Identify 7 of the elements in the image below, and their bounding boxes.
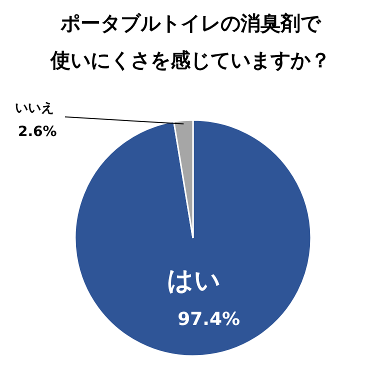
chart-subtitle: 使いにくさを感じていますか？ bbox=[50, 48, 330, 72]
data-label: 97.4% bbox=[178, 309, 240, 330]
data-label: 2.6% bbox=[18, 124, 57, 140]
pie-slice bbox=[74, 119, 312, 357]
slice-label: はい bbox=[166, 266, 221, 296]
chart-title: ポータブルトイレの消臭剤で bbox=[60, 11, 322, 35]
slice-label: いいえ bbox=[15, 100, 54, 116]
